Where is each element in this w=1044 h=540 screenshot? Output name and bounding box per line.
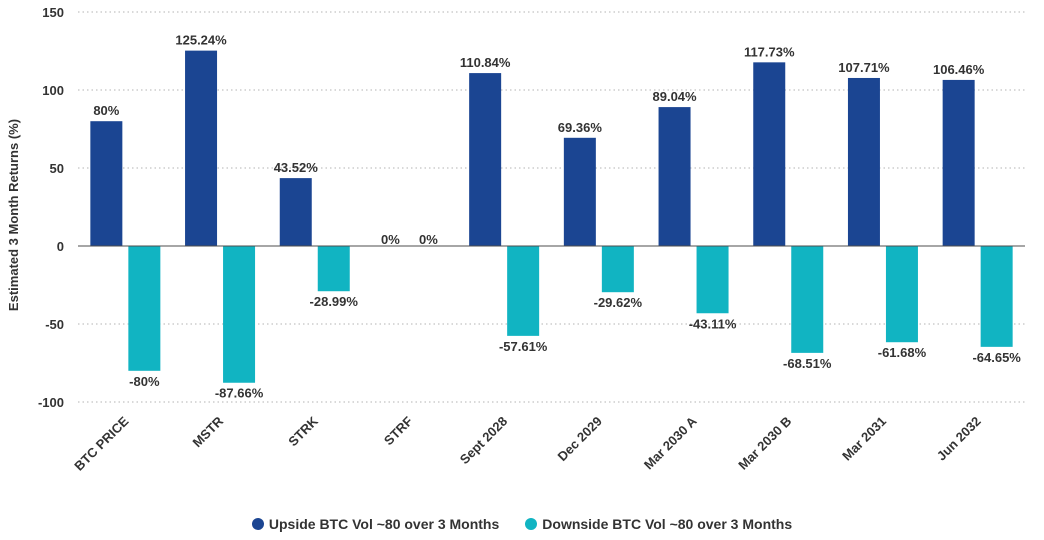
legend-label-upside: Upside BTC Vol ~80 over 3 Months [268, 516, 500, 532]
upside-bar[interactable] [563, 137, 596, 246]
x-tick-label: Jun 2032 [934, 414, 984, 464]
upside-data-label: 69.36% [558, 120, 603, 135]
downside-data-label: 0% [419, 232, 438, 247]
upside-bar[interactable] [185, 50, 218, 247]
downside-data-label: -87.66% [215, 386, 264, 401]
upside-bar[interactable] [847, 77, 880, 246]
y-tick-label: 150 [42, 5, 64, 20]
x-tick-label: STRK [285, 413, 321, 449]
downside-bar[interactable] [601, 246, 634, 293]
legend: Upside BTC Vol ~80 over 3 Months Downsid… [0, 516, 1044, 532]
y-tick-label: -100 [38, 395, 64, 410]
legend-item-downside[interactable]: Downside BTC Vol ~80 over 3 Months [525, 516, 792, 532]
downside-data-label: -80% [129, 374, 160, 389]
x-tick-label: Mar 2031 [839, 414, 889, 464]
legend-swatch-downside [525, 518, 538, 530]
downside-data-label: -57.61% [499, 339, 548, 354]
upside-bar[interactable] [469, 73, 502, 246]
legend-item-upside[interactable]: Upside BTC Vol ~80 over 3 Months [251, 516, 500, 532]
x-tick-label: Dec 2029 [554, 414, 604, 464]
y-axis-title: Estimated 3 Month Returns (%) [6, 119, 21, 311]
downside-data-label: -64.65% [972, 350, 1021, 365]
downside-bar[interactable] [791, 246, 824, 353]
downside-bar[interactable] [696, 246, 729, 314]
downside-bar[interactable] [507, 246, 540, 336]
downside-bar[interactable] [317, 246, 350, 292]
x-tick-label: Mar 2030 B [735, 414, 794, 473]
downside-data-label: -28.99% [310, 294, 359, 309]
upside-data-label: 89.04% [653, 89, 698, 104]
downside-bar[interactable] [980, 246, 1013, 347]
downside-data-label: -68.51% [783, 356, 832, 371]
upside-bar[interactable] [90, 121, 123, 246]
x-tick-label: Mar 2030 A [641, 413, 700, 472]
legend-swatch-upside [251, 518, 264, 530]
upside-data-label: 80% [93, 103, 119, 118]
y-tick-label: 0 [57, 239, 64, 254]
downside-bar[interactable] [128, 246, 161, 371]
upside-data-label: 125.24% [175, 33, 227, 48]
downside-data-label: -43.11% [689, 316, 737, 331]
upside-bar[interactable] [942, 79, 975, 247]
downside-bar[interactable] [885, 246, 918, 343]
upside-bar[interactable] [753, 62, 786, 246]
upside-data-label: 0% [381, 232, 400, 247]
upside-bar[interactable] [279, 178, 312, 246]
downside-data-label: -61.68% [878, 345, 927, 360]
upside-data-label: 106.46% [933, 62, 985, 77]
y-tick-label: -50 [45, 317, 64, 332]
bar-chart: 150 100 50 0 -50 -100 Estimated 3 Month Return… [6, 5, 1025, 474]
downside-data-label: -29.62% [594, 295, 643, 310]
y-tick-label: 50 [50, 161, 64, 176]
downside-bar[interactable] [223, 246, 256, 383]
legend-label-downside: Downside BTC Vol ~80 over 3 Months [542, 516, 793, 532]
upside-data-label: 110.84% [460, 55, 511, 70]
y-tick-label: 100 [42, 83, 64, 98]
x-tick-label: STRF [381, 413, 416, 448]
x-tick-label: Sept 2028 [457, 414, 511, 468]
upside-data-label: 117.73% [744, 44, 795, 59]
x-tick-label: MSTR [190, 413, 227, 450]
upside-bar[interactable] [658, 107, 691, 247]
x-tick-label: BTC PRICE [71, 413, 131, 473]
upside-data-label: 107.71% [838, 60, 890, 75]
upside-data-label: 43.52% [274, 160, 319, 175]
